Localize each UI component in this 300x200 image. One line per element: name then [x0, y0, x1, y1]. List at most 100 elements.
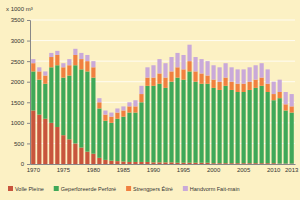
bar [151, 162, 155, 164]
bar [133, 106, 137, 112]
bar [187, 163, 191, 164]
bar [127, 113, 131, 162]
bar [175, 67, 179, 77]
bar [127, 106, 131, 112]
bar [248, 67, 252, 81]
tick: 2000 [11, 79, 30, 85]
bar [205, 163, 209, 164]
tick-mark [27, 82, 30, 83]
bar [121, 162, 125, 164]
tick: 2000 [207, 167, 221, 173]
bar [193, 71, 197, 81]
legend-item: Geperforeerde Perforé [54, 186, 116, 192]
bar [236, 84, 240, 92]
bar [115, 108, 119, 112]
bar [49, 57, 53, 67]
bar [43, 71, 47, 75]
bar [248, 90, 252, 163]
legend: Volle Pleine Geperforeerde Perforé Strengp… [8, 186, 240, 192]
bar [79, 59, 83, 69]
tick-label: 1985 [117, 167, 131, 173]
bar [157, 59, 161, 73]
bar [187, 71, 191, 162]
bar [169, 71, 173, 81]
tick-mark [27, 102, 30, 103]
legend-label: Geperforeerde Perforé [61, 186, 116, 192]
tick: 1500 [11, 100, 30, 106]
bar [31, 59, 35, 63]
bar [61, 63, 65, 67]
tick: 1990 [147, 167, 161, 173]
bar [175, 163, 179, 164]
bar [169, 57, 173, 71]
bar [205, 84, 209, 163]
bar [217, 90, 221, 163]
bar [163, 63, 167, 77]
bar [103, 115, 107, 121]
x-axis: 1970197519801985199019952000200520102013 [27, 165, 299, 174]
tick-label: 1970 [27, 167, 41, 173]
legend-label: Strengpers Étiré [133, 186, 173, 192]
tick-mark [27, 20, 30, 21]
legend-swatch [183, 186, 188, 191]
bar [139, 86, 143, 94]
tick: 1980 [87, 167, 101, 173]
bar [151, 86, 155, 163]
bar [260, 78, 264, 86]
legend-item: Handvorm Fait-main [183, 186, 240, 192]
bar [181, 163, 185, 164]
bar [242, 92, 246, 163]
bar [91, 154, 95, 164]
tick-label: 1980 [87, 167, 101, 173]
bar [199, 84, 203, 163]
tick-label: 1995 [177, 167, 191, 173]
tick-mark [27, 143, 30, 144]
tick-mark [27, 164, 30, 165]
bar [133, 113, 137, 162]
bar [37, 67, 41, 71]
bar [85, 152, 89, 164]
bar [272, 82, 276, 94]
bar [103, 160, 107, 164]
tick-label: 2005 [237, 167, 251, 173]
tick: 2010 [267, 167, 281, 173]
tick: 1995 [177, 167, 191, 173]
bar [187, 61, 191, 71]
bar [230, 90, 234, 163]
bar [49, 67, 53, 123]
tick-label: 1500 [11, 100, 25, 106]
bar [55, 55, 59, 65]
bar [97, 158, 101, 164]
bar [163, 88, 167, 162]
plot: 0500100015002000250030003500197019751980… [11, 17, 299, 173]
bar [278, 80, 282, 92]
bar [145, 86, 149, 162]
bar [266, 84, 270, 92]
legend-swatch [126, 186, 131, 191]
bar [175, 53, 179, 67]
tick-label: 1990 [147, 167, 161, 173]
legend-item: Volle Pleine [8, 186, 44, 192]
tick: 1000 [11, 120, 30, 126]
bar [145, 162, 149, 164]
bar [254, 65, 258, 79]
bar [175, 78, 179, 163]
bar [290, 113, 294, 164]
bar [157, 162, 161, 164]
bar [97, 98, 101, 102]
tick: 3000 [11, 38, 30, 44]
bar [205, 76, 209, 84]
bar [103, 111, 107, 115]
bar [169, 162, 173, 164]
axis-line [31, 164, 296, 165]
tick-label: 2500 [11, 59, 25, 65]
tick-label: 3000 [11, 38, 25, 44]
bar [67, 65, 71, 75]
bar [211, 88, 215, 163]
grid-line [30, 20, 295, 21]
tick-label: 2000 [207, 167, 221, 173]
bar [37, 71, 41, 79]
bar [67, 139, 71, 164]
bar [121, 111, 125, 117]
tick-label: 1975 [57, 167, 71, 173]
